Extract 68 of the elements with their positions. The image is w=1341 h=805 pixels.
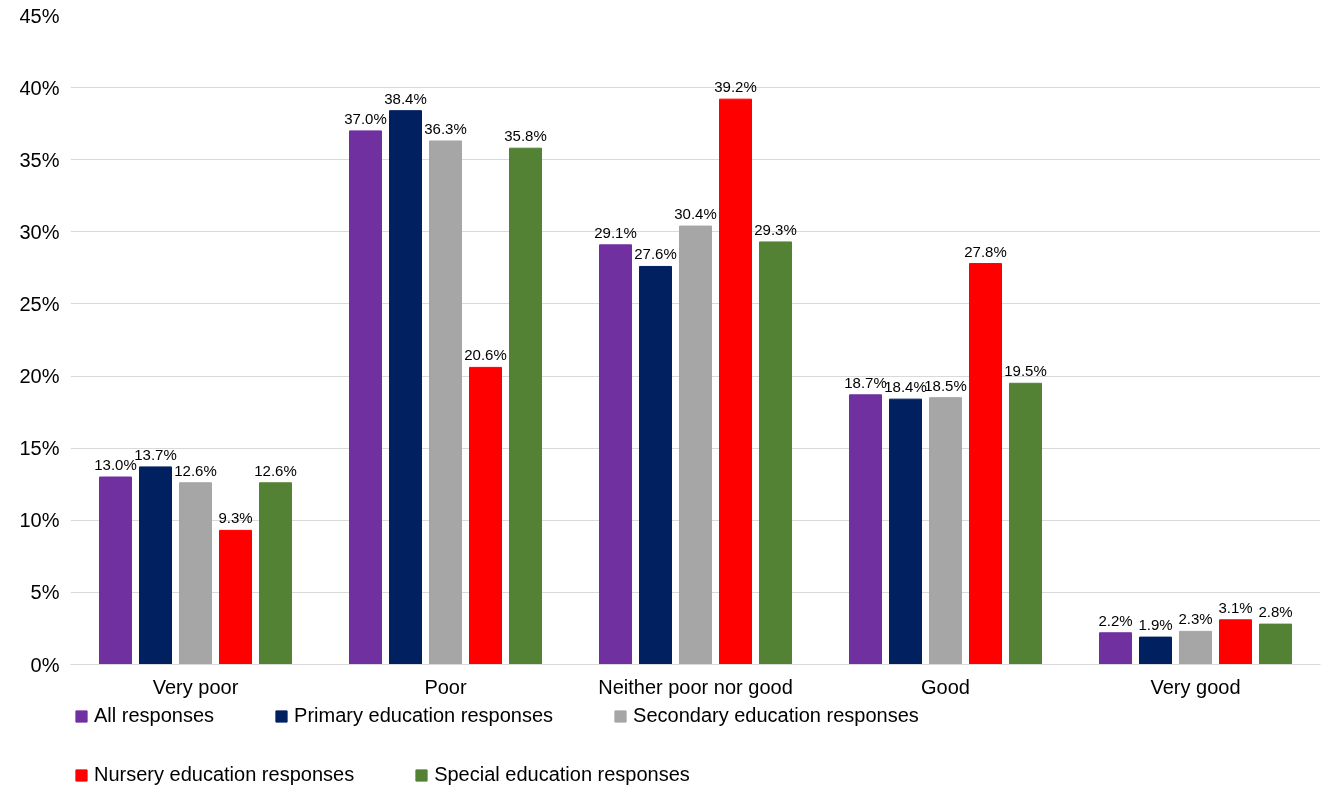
legend-label: Nursery education responses [94,763,355,786]
data-label: 30.4% [674,205,717,223]
bar [469,366,502,665]
data-label: 29.3% [754,220,797,238]
x-tick-label: Neither poor nor good [598,675,793,698]
y-tick-label: 5% [30,581,60,604]
x-tick-label: Very poor [152,675,239,698]
bar [509,147,542,665]
data-label: 12.6% [174,461,217,479]
bar [889,398,922,665]
x-tick-label: Poor [424,675,467,698]
legend-label: Secondary education responses [633,704,919,727]
bar [139,466,172,665]
x-tick-label: Good [921,675,970,698]
data-label: 9.3% [218,509,253,527]
bar [929,397,962,665]
bar [259,482,292,665]
data-label: 2.3% [1178,610,1213,628]
data-label: 18.7% [844,373,887,391]
y-tick-label: 20% [19,365,60,388]
data-label: 38.4% [384,89,427,107]
bar [1099,632,1132,665]
data-label: 27.8% [964,242,1007,260]
y-tick-label: 30% [19,220,60,243]
bar [759,241,792,665]
data-label: 19.5% [1004,362,1047,380]
data-label: 13.0% [94,456,137,474]
bar [719,98,752,665]
bar [99,476,132,665]
bar [1259,623,1292,665]
bar [389,110,422,665]
data-label: 2.2% [1098,611,1133,629]
data-label: 1.9% [1138,616,1173,634]
bar [1179,630,1212,665]
y-tick-label: 45% [19,4,60,27]
bar [1009,382,1042,665]
legend-label: All responses [94,704,215,727]
bar [219,529,252,665]
y-tick-label: 15% [19,437,60,460]
y-tick-label: 40% [19,76,60,99]
y-tick-label: 25% [19,292,60,315]
data-label: 3.1% [1218,598,1253,616]
data-label: 2.8% [1258,603,1293,621]
data-label: 29.1% [594,223,637,241]
bar [179,482,212,665]
data-label: 39.2% [714,78,757,96]
data-label: 37.0% [344,109,387,127]
bar [969,263,1002,665]
bar [349,130,382,665]
bar [429,140,462,665]
bar [849,394,882,665]
data-label: 13.7% [134,445,177,463]
x-tick-label: Very good [1150,675,1241,698]
data-label: 12.6% [254,461,297,479]
data-label: 36.3% [424,119,467,137]
data-label: 27.6% [634,245,677,263]
bar [599,244,632,665]
legend-label: Special education responses [434,763,690,786]
y-tick-label: 35% [19,148,60,171]
y-tick-label: 10% [19,509,60,532]
legend-label: Primary education responses [294,704,554,727]
data-label: 20.6% [464,346,507,364]
y-tick-label: 0% [30,653,60,676]
bar [1219,619,1252,665]
data-label: 35.8% [504,127,547,145]
bar [679,225,712,665]
bar [639,265,672,665]
bar [1139,636,1172,665]
